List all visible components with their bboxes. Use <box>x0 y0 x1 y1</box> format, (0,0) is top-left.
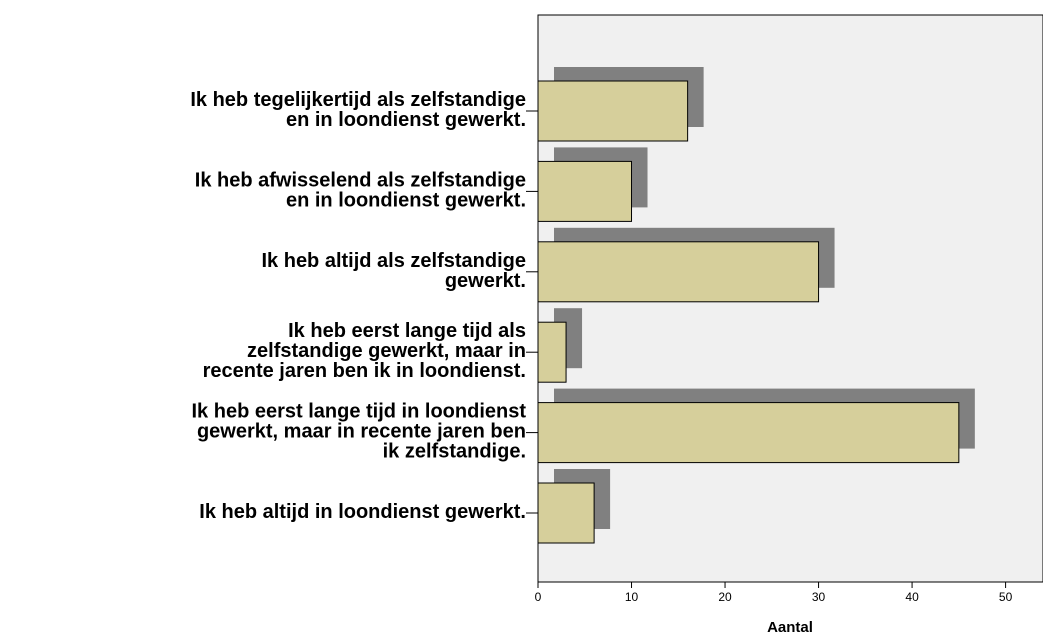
x-tick-label: 30 <box>812 590 826 604</box>
x-tick-label: 20 <box>718 590 732 604</box>
bar <box>537 160 633 222</box>
x-tick-label: 50 <box>999 590 1013 604</box>
y-tick-label: Ik heb eerst lange tijd in loondienst gew… <box>192 401 527 463</box>
y-tick-label: Ik heb altijd als zelfstandige gewerkt. <box>261 250 526 292</box>
bar <box>537 241 820 303</box>
x-axis-label: Aantal <box>767 619 813 636</box>
y-tick-label: Ik heb afwisselend als zelfstandige en in… <box>195 170 526 212</box>
bar <box>537 482 595 544</box>
bar <box>537 402 960 464</box>
bar <box>537 321 567 383</box>
x-tick-label: 10 <box>625 590 639 604</box>
x-tick-label: 0 <box>535 590 542 604</box>
y-tick-label: Ik heb altijd in loondienst gewerkt. <box>199 501 526 523</box>
x-tick-label: 40 <box>905 590 919 604</box>
y-tick-label: Ik heb tegelijkertijd als zelfstandige en… <box>190 89 526 131</box>
bar <box>537 80 689 142</box>
y-tick-label: Ik heb eerst lange tijd als zelfstandige … <box>203 320 526 382</box>
